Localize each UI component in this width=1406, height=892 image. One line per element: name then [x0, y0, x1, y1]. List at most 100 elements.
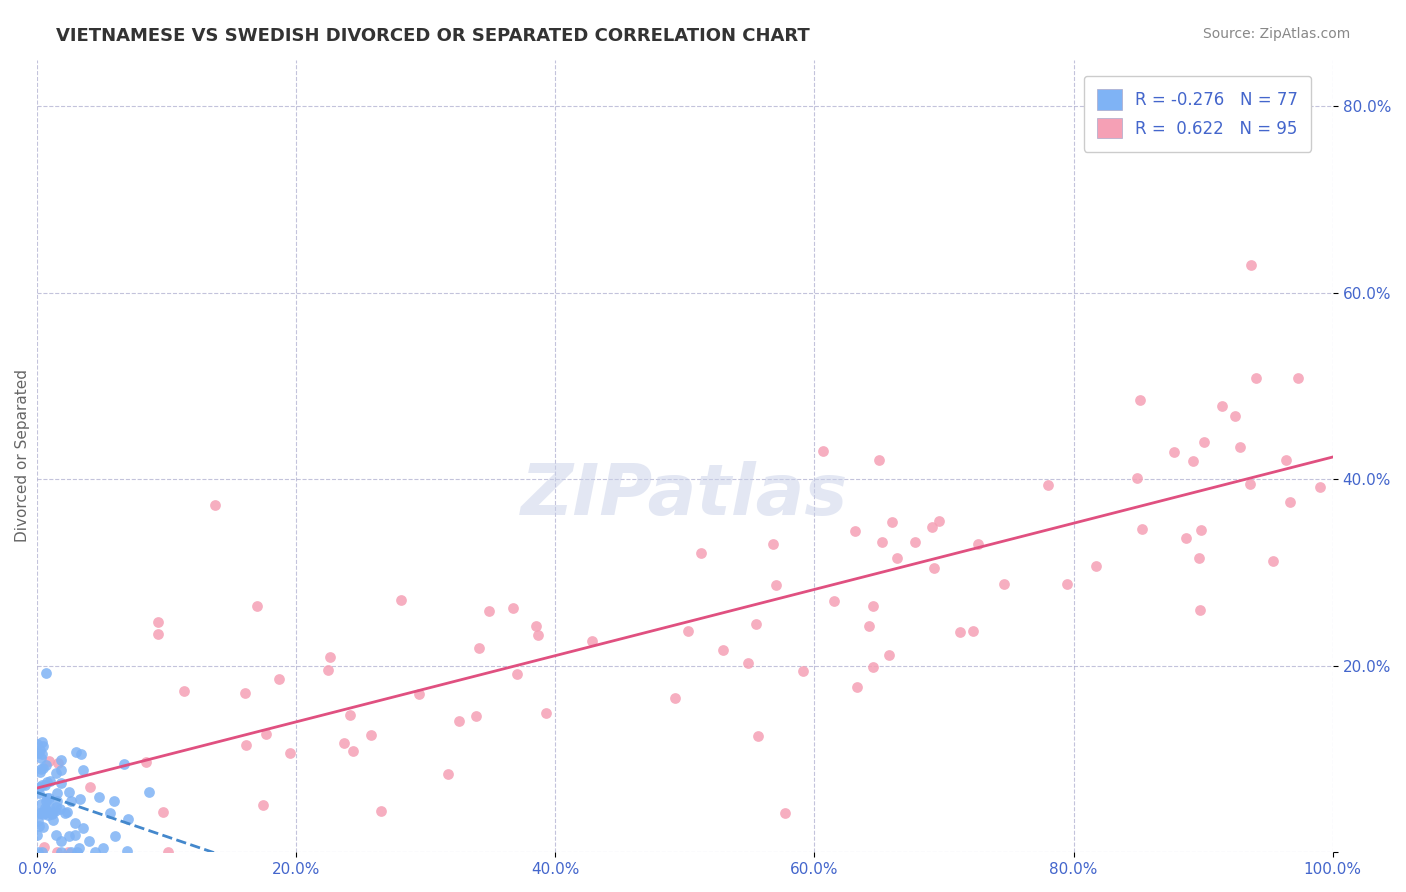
Point [1274, 452, 1296, 467]
Point [49, 764, 72, 778]
Point [1261, 554, 1284, 568]
Point [1189, 523, 1212, 537]
Point [103, 794, 125, 808]
Point [117, 812, 139, 826]
Point [41, 807, 63, 822]
Point [1163, 445, 1185, 459]
Point [34, 779, 56, 793]
Point [34, 801, 56, 815]
Point [56, 805, 79, 820]
Point [278, 746, 301, 760]
Point [862, 599, 884, 613]
Point [689, 546, 711, 560]
Point [32, 840, 55, 855]
Text: VIETNAMESE VS SWEDISH DIVORCED OR SEPARATED CORRELATION CHART: VIETNAMESE VS SWEDISH DIVORCED OR SEPARA… [56, 27, 810, 45]
Point [67, 841, 90, 855]
Point [30, 805, 52, 820]
Point [1181, 453, 1204, 467]
Point [823, 594, 845, 608]
Point [27, 746, 49, 760]
Point [204, 499, 226, 513]
Point [157, 845, 180, 859]
Point [316, 663, 339, 677]
Point [333, 736, 356, 750]
Point [1240, 258, 1263, 272]
Point [30, 751, 52, 765]
Point [792, 664, 814, 678]
Point [1188, 602, 1211, 616]
Point [505, 666, 527, 681]
Point [524, 619, 547, 633]
Point [37, 807, 59, 822]
Point [1129, 393, 1152, 408]
Point [1229, 440, 1251, 454]
Point [252, 798, 274, 813]
Text: Source: ZipAtlas.com: Source: ZipAtlas.com [1202, 27, 1350, 41]
Point [42, 813, 65, 827]
Point [1084, 559, 1107, 574]
Point [38, 754, 60, 768]
Point [581, 634, 603, 648]
Point [1036, 478, 1059, 492]
Point [27, 845, 49, 859]
Point [59, 794, 82, 808]
Point [32, 761, 55, 775]
Text: ZIPatlas: ZIPatlas [522, 461, 849, 530]
Point [233, 686, 256, 700]
Point [678, 624, 700, 639]
Point [63, 816, 86, 830]
Point [389, 592, 412, 607]
Point [319, 649, 342, 664]
Point [173, 684, 195, 698]
Point [882, 515, 904, 529]
Point [31, 778, 53, 792]
Point [256, 727, 278, 741]
Point [870, 534, 893, 549]
Point [31, 747, 53, 761]
Point [27, 828, 49, 842]
Point [77, 834, 100, 848]
Point [342, 744, 364, 758]
Point [1225, 409, 1247, 423]
Point [25, 737, 48, 751]
Point [765, 578, 787, 592]
Point [58, 785, 80, 799]
Point [921, 520, 943, 534]
Point [98, 805, 121, 820]
Point [993, 576, 1015, 591]
Point [51, 776, 73, 790]
Point [38, 799, 60, 814]
Point [49, 834, 72, 848]
Point [928, 514, 950, 528]
Point [922, 561, 945, 575]
Point [112, 757, 135, 772]
Point [46, 794, 69, 808]
Point [51, 845, 73, 859]
Point [1130, 522, 1153, 536]
Point [35, 665, 58, 680]
Point [45, 799, 67, 814]
Point [117, 844, 139, 858]
Point [48, 756, 70, 771]
Point [35, 793, 58, 807]
Point [1126, 471, 1149, 485]
Point [868, 453, 890, 467]
Point [1244, 371, 1267, 385]
Point [27, 814, 49, 829]
Point [30, 762, 52, 776]
Point [58, 829, 80, 843]
Point [877, 648, 900, 662]
Point [745, 617, 768, 632]
Point [1309, 480, 1331, 494]
Point [41, 806, 63, 821]
Point [138, 785, 160, 799]
Point [30, 742, 52, 756]
Point [84, 845, 107, 859]
Point [1192, 434, 1215, 449]
Point [148, 627, 170, 641]
Point [69, 792, 91, 806]
Point [904, 535, 927, 549]
Point [773, 805, 796, 820]
Point [89, 789, 111, 804]
Point [49, 802, 72, 816]
